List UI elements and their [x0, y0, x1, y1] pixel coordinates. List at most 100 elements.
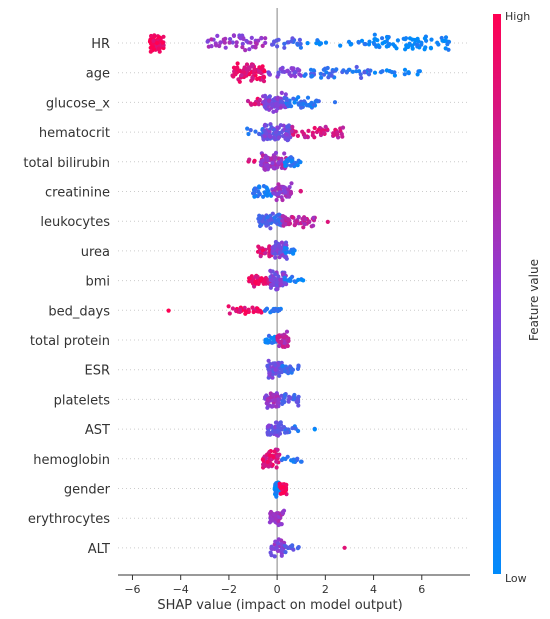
- shap-point: [253, 45, 258, 50]
- shap-point: [255, 76, 260, 82]
- shap-point: [280, 218, 285, 223]
- shap-point: [263, 155, 268, 160]
- shap-point: [258, 215, 263, 220]
- shap-point: [445, 42, 450, 47]
- shap-point: [290, 124, 295, 129]
- shap-point: [410, 46, 415, 51]
- shap-point: [329, 73, 334, 78]
- shap-point: [340, 134, 345, 139]
- shap-point: [214, 43, 219, 48]
- shap-point: [350, 69, 355, 74]
- shap-point: [279, 393, 284, 398]
- shap-point: [443, 35, 449, 40]
- shap-point: [284, 329, 290, 334]
- shap-point: [302, 135, 308, 140]
- shap-point: [240, 45, 245, 50]
- x-tick-label: 0: [274, 583, 281, 596]
- shap-point: [262, 104, 267, 109]
- shap-point: [282, 275, 287, 280]
- shap-point: [298, 41, 303, 47]
- shap-point: [276, 428, 281, 433]
- shap-point: [312, 427, 317, 432]
- shap-point: [278, 250, 283, 255]
- shap-point: [273, 255, 278, 260]
- shap-point: [376, 43, 381, 48]
- shap-point: [282, 185, 288, 190]
- shap-point: [271, 165, 276, 170]
- shap-point: [273, 517, 278, 522]
- shap-point: [273, 420, 279, 425]
- shap-point: [262, 123, 267, 128]
- shap-point: [296, 95, 301, 100]
- shap-point: [304, 103, 309, 108]
- shap-point: [161, 34, 166, 39]
- shap-point: [261, 194, 266, 199]
- shap-point: [321, 67, 326, 72]
- shap-point: [235, 66, 240, 71]
- shap-point: [324, 70, 329, 75]
- shap-point: [422, 47, 427, 52]
- shap-point: [285, 343, 290, 349]
- shap-point: [271, 361, 276, 366]
- shap-point: [406, 44, 411, 50]
- shap-point: [354, 69, 359, 74]
- shap-point: [311, 223, 316, 228]
- shap-point: [242, 305, 247, 310]
- shap-point: [280, 272, 286, 277]
- shap-point: [272, 337, 277, 342]
- shap-point: [261, 462, 266, 467]
- shap-point: [295, 163, 300, 168]
- shap-point: [270, 340, 275, 345]
- shap-point: [403, 37, 408, 42]
- shap-point: [244, 62, 250, 67]
- shap-point: [294, 399, 299, 404]
- colorbar-title: Feature value: [527, 259, 541, 341]
- shap-point: [261, 184, 266, 189]
- shap-point: [148, 49, 153, 54]
- shap-point: [231, 65, 237, 70]
- x-tick-label: −2: [221, 583, 237, 596]
- shap-point: [260, 219, 265, 224]
- shap-point: [277, 255, 282, 260]
- shap-point: [277, 431, 283, 436]
- shap-point: [265, 190, 270, 195]
- shap-point: [265, 187, 270, 192]
- shap-point: [270, 248, 275, 254]
- shap-point: [250, 75, 255, 80]
- shap-point: [269, 277, 274, 283]
- shap-point: [282, 392, 287, 397]
- shap-point: [294, 219, 299, 224]
- shap-point: [272, 155, 277, 160]
- shap-point: [391, 42, 396, 47]
- shap-point: [311, 215, 316, 220]
- shap-point: [394, 46, 399, 51]
- shap-point: [151, 38, 156, 44]
- shap-point: [257, 184, 262, 189]
- shap-point: [289, 104, 294, 109]
- shap-point: [234, 40, 239, 45]
- shap-point: [258, 254, 263, 259]
- shap-point: [230, 306, 235, 311]
- shap-point: [295, 67, 300, 72]
- shap-point: [267, 373, 272, 378]
- shap-point: [265, 459, 270, 464]
- shap-point: [403, 47, 408, 52]
- shap-point: [257, 97, 262, 102]
- shap-point: [266, 398, 271, 403]
- shap-point: [257, 69, 262, 75]
- shap-point: [362, 41, 367, 47]
- shap-point: [392, 73, 397, 78]
- shap-point: [288, 163, 293, 168]
- shap-point: [279, 158, 284, 163]
- shap-point: [291, 96, 296, 101]
- shap-point: [235, 61, 240, 66]
- shap-point: [286, 222, 292, 227]
- shap-point: [272, 424, 278, 429]
- shap-point: [306, 128, 311, 133]
- shap-point: [275, 96, 280, 101]
- shap-point: [270, 546, 275, 552]
- feature-label: creatinine: [45, 186, 110, 201]
- shap-point: [338, 43, 343, 48]
- x-tick-label: −4: [173, 583, 189, 596]
- feature-label: total bilirubin: [23, 156, 110, 171]
